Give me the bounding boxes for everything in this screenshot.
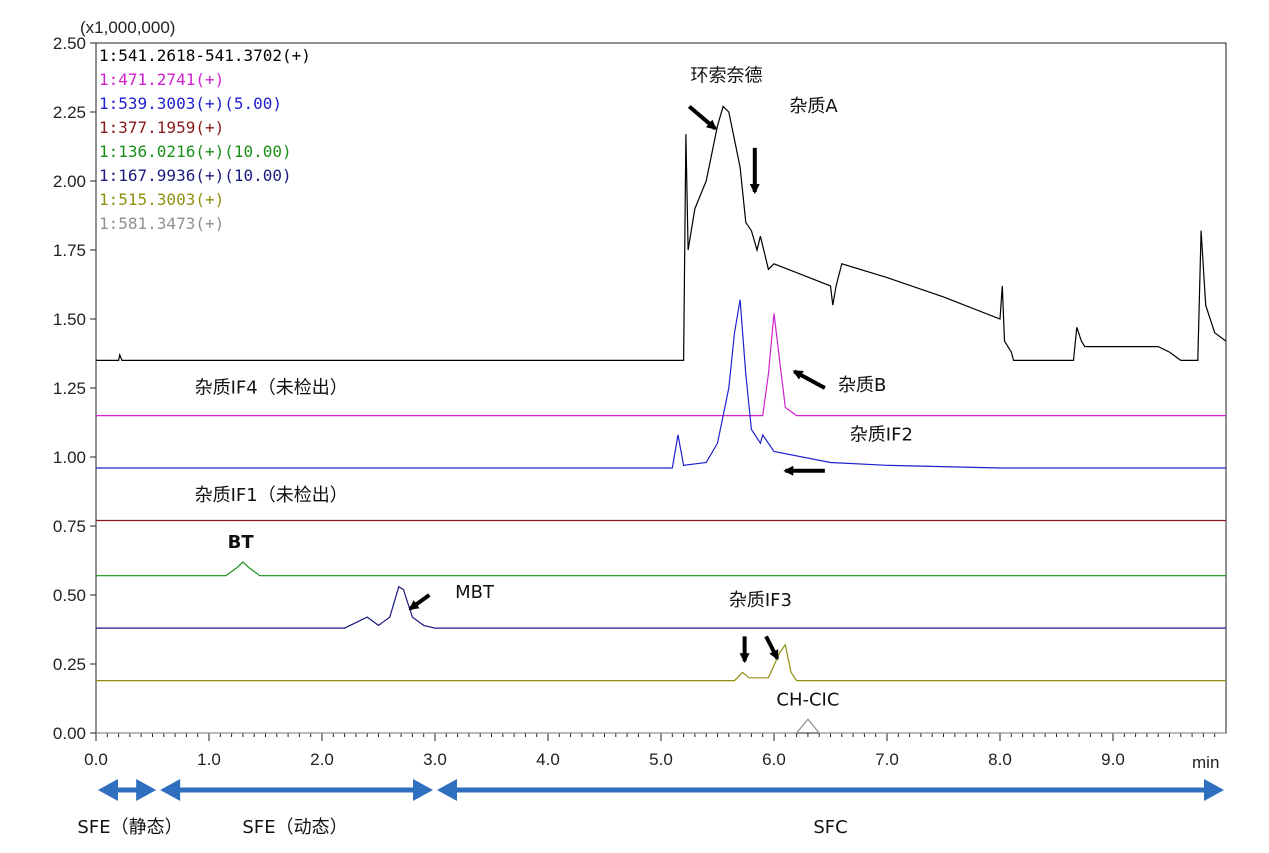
y-tick-label: 0.75	[53, 517, 86, 536]
y-tick-label: 1.50	[53, 310, 86, 329]
phase-label: SFE（动态）	[242, 817, 347, 838]
series-line-1	[96, 105, 1227, 361]
phase-arrow-head-left	[437, 779, 457, 801]
peak-annotation: BT	[228, 532, 255, 553]
y-tick-label: 0.00	[53, 724, 86, 743]
x-unit-label: min	[1192, 753, 1219, 772]
series-line-6	[96, 585, 1226, 629]
y-tick-label: 2.25	[53, 103, 86, 122]
phase-arrow-head-left	[98, 779, 118, 801]
y-tick-label: 0.25	[53, 655, 86, 674]
peak-annotation: 杂质IF3	[729, 590, 792, 611]
phase-arrow-head-right	[1204, 779, 1224, 801]
x-tick-label: 1.0	[197, 750, 221, 769]
series-line-7	[96, 643, 1226, 682]
legend-entry: 1:539.3003(+)(5.00)	[99, 94, 282, 113]
phase-label: SFE（静态）	[77, 817, 182, 838]
y-tick-label: 1.00	[53, 448, 86, 467]
x-tick-label: 0.0	[84, 750, 108, 769]
phase-label: SFC	[813, 817, 847, 838]
pointer-arrow	[792, 369, 826, 390]
x-tick-label: 4.0	[536, 750, 560, 769]
y-tick-label: 0.50	[53, 586, 86, 605]
legend-entry: 1:377.1959(+)	[99, 118, 224, 137]
phase-arrow-head-right	[136, 779, 157, 801]
x-tick-label: 9.0	[1101, 750, 1125, 769]
y-tick-label: 2.00	[53, 172, 86, 191]
x-tick-label: 3.0	[423, 750, 447, 769]
legend-entry: 1:136.0216(+)(10.00)	[99, 142, 292, 161]
peak-annotation: 杂质IF2	[850, 424, 913, 445]
x-tick-label: 8.0	[988, 750, 1012, 769]
x-tick-label: 6.0	[762, 750, 786, 769]
peak-annotation: 杂质B	[838, 375, 886, 396]
series-line-5	[96, 561, 1226, 577]
pointer-arrow	[408, 593, 431, 611]
legend-entry: 1:581.3473(+)	[99, 214, 224, 233]
peak-annotation: CH-CIC	[776, 689, 839, 710]
pointer-arrow	[764, 635, 780, 661]
x-tick-label: 2.0	[310, 750, 334, 769]
legend-entry: 1:471.2741(+)	[99, 70, 224, 89]
y-multiplier-label: (x1,000,000)	[80, 18, 175, 37]
legend-entry: 1:515.3003(+)	[99, 190, 224, 209]
pointer-arrow	[687, 104, 717, 131]
peak-annotation: 杂质A	[789, 96, 838, 117]
y-tick-label: 1.25	[53, 379, 86, 398]
series-line-3	[96, 299, 1226, 469]
y-tick-label: 2.50	[53, 34, 86, 53]
x-tick-label: 5.0	[649, 750, 673, 769]
phase-arrow-head-right	[413, 779, 433, 801]
series-line-8	[96, 718, 1226, 734]
peak-annotation: MBT	[455, 582, 495, 603]
peak-annotation: 杂质IF1（未检出）	[195, 485, 348, 506]
peak-annotation: 环索奈德	[691, 66, 763, 87]
y-tick-label: 1.75	[53, 241, 86, 260]
series-line-2	[96, 313, 1226, 417]
x-tick-label: 7.0	[875, 750, 899, 769]
legend-entry: 1:167.9936(+)(10.00)	[99, 166, 292, 185]
legend-entry: 1:541.2618-541.3702(+)	[99, 46, 311, 65]
peak-annotation: 杂质IF4（未检出）	[195, 378, 348, 399]
phase-arrow-head-left	[160, 779, 181, 801]
